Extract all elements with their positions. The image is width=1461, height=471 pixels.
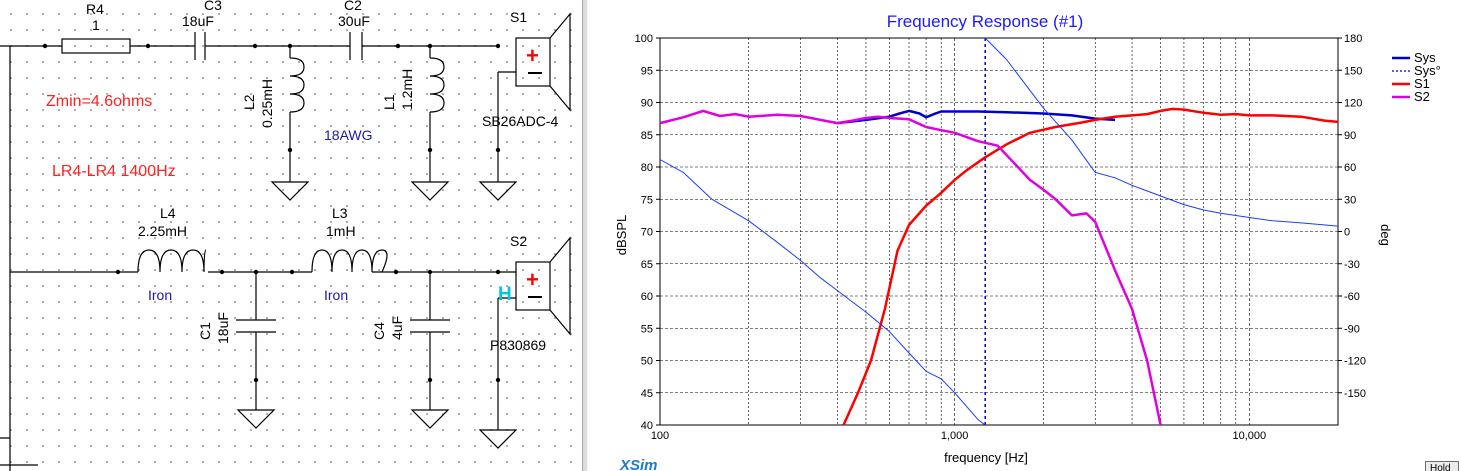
zmin-note: Zmin=4.6ohms [46,93,152,110]
c3-ref: C3 [204,0,222,13]
schematic-drawing: + + R4 1 C3 18uF C2 30uF S1 SB26ADC-4 L4… [0,0,571,471]
y-tick-label: 55 [641,323,653,335]
r4-value: 1 [92,17,100,33]
y2-tick-label: 150 [1344,65,1362,77]
y-tick-label: 95 [641,65,653,77]
y-tick-label: 90 [641,98,653,110]
x-tick-label: 10,000 [1232,430,1266,442]
r4-ref: R4 [86,1,104,17]
x-tick-label: 1,000 [941,430,969,442]
y-axis-label-left: dBSPL [614,215,629,255]
s1-plus-icon: + [526,43,539,68]
panel-splitter[interactable] [582,0,588,471]
legend-label: S2 [1414,89,1430,104]
y2-tick-label: -30 [1344,259,1360,271]
schematic-canvas[interactable]: + + R4 1 C3 18uF C2 30uF S1 SB26ADC-4 L4… [0,0,582,471]
c4-ref: C4 [371,322,387,340]
l1-value: 1.2mH [399,69,415,110]
c3-value: 18uF [182,13,214,29]
s2-ref: S2 [510,233,527,249]
y-axis-label-right: deg [1378,224,1393,246]
c4-value: 4uF [389,316,405,340]
y-tick-label: 40 [641,420,653,432]
hold-button[interactable]: Hold [1425,461,1459,471]
y-tick-label: 45 [641,388,653,400]
legend-label: S1 [1414,76,1430,91]
y2-tick-label: 0 [1344,227,1350,239]
s1-speaker[interactable] [515,37,551,87]
series-line-sys [837,109,1116,125]
xsim-brand: XSim [619,457,658,471]
c1-value: 18uF [215,312,231,344]
y-tick-label: 75 [641,194,653,206]
chart-title: Frequency Response (#1) [887,12,1084,31]
frequency-response-graph[interactable]: Frequency Response (#1) 40 45 50 55 60 65 70 75… [588,0,1461,471]
y2-tick-label: -90 [1344,323,1360,335]
y2-tick-label: 30 [1344,194,1356,206]
s1-model: SB26ADC-4 [482,113,558,129]
l3-ref: L3 [332,205,348,221]
chart-svg: Frequency Response (#1) 40 45 50 55 60 65 70 75… [614,12,1441,471]
s2-flag: H [498,284,512,305]
y-tick-label: 60 [641,291,653,303]
r4-resistor[interactable] [61,38,131,54]
y2-tick-label: 90 [1344,130,1356,142]
c1-ref: C1 [197,322,213,340]
l3-core: Iron [324,287,348,303]
l3-value: 1mH [326,223,356,239]
y2-tick-label: -60 [1344,291,1360,303]
series-line-s1 [842,107,1339,426]
series-line-s2 [659,109,1162,426]
crossover-note: LR4-LR4 1400Hz [52,163,176,180]
y2-tick-label: 120 [1344,98,1362,110]
s2-model: P830869 [490,337,546,353]
x-axis-label: frequency [Hz] [944,450,1028,465]
y-tick-label: 50 [641,356,653,368]
l2-ref: L2 [241,94,257,110]
series-line-phase-4 [659,159,986,426]
l1-ref: L1 [381,94,397,110]
c2-ref: C2 [344,0,362,13]
l4-ref: L4 [160,205,176,221]
l4-core: Iron [148,287,172,303]
y-tick-label: 65 [641,259,653,271]
s1-ref: S1 [510,9,527,25]
y2-tick-label: 180 [1344,33,1362,45]
y-tick-label: 80 [641,162,653,174]
x-tick-label: 100 [651,430,669,442]
y-tick-label: 100 [635,33,653,45]
s2-plus-icon: + [526,267,539,292]
legend-label: Sys [1414,50,1436,65]
legend-label: Sys° [1414,63,1441,78]
y2-tick-label: -150 [1344,388,1366,400]
s2-speaker[interactable] [515,261,551,311]
series-line-phase-5 [984,37,1339,227]
y2-tick-label: -120 [1344,356,1366,368]
y-tick-label: 85 [641,130,653,142]
y-tick-label: 70 [641,227,653,239]
wire-gauge-note: 18AWG [324,127,373,143]
l2-value: 0.25mH [259,79,275,128]
y2-tick-label: 60 [1344,162,1356,174]
l4-value: 2.25mH [138,223,187,239]
c2-value: 30uF [338,13,370,29]
